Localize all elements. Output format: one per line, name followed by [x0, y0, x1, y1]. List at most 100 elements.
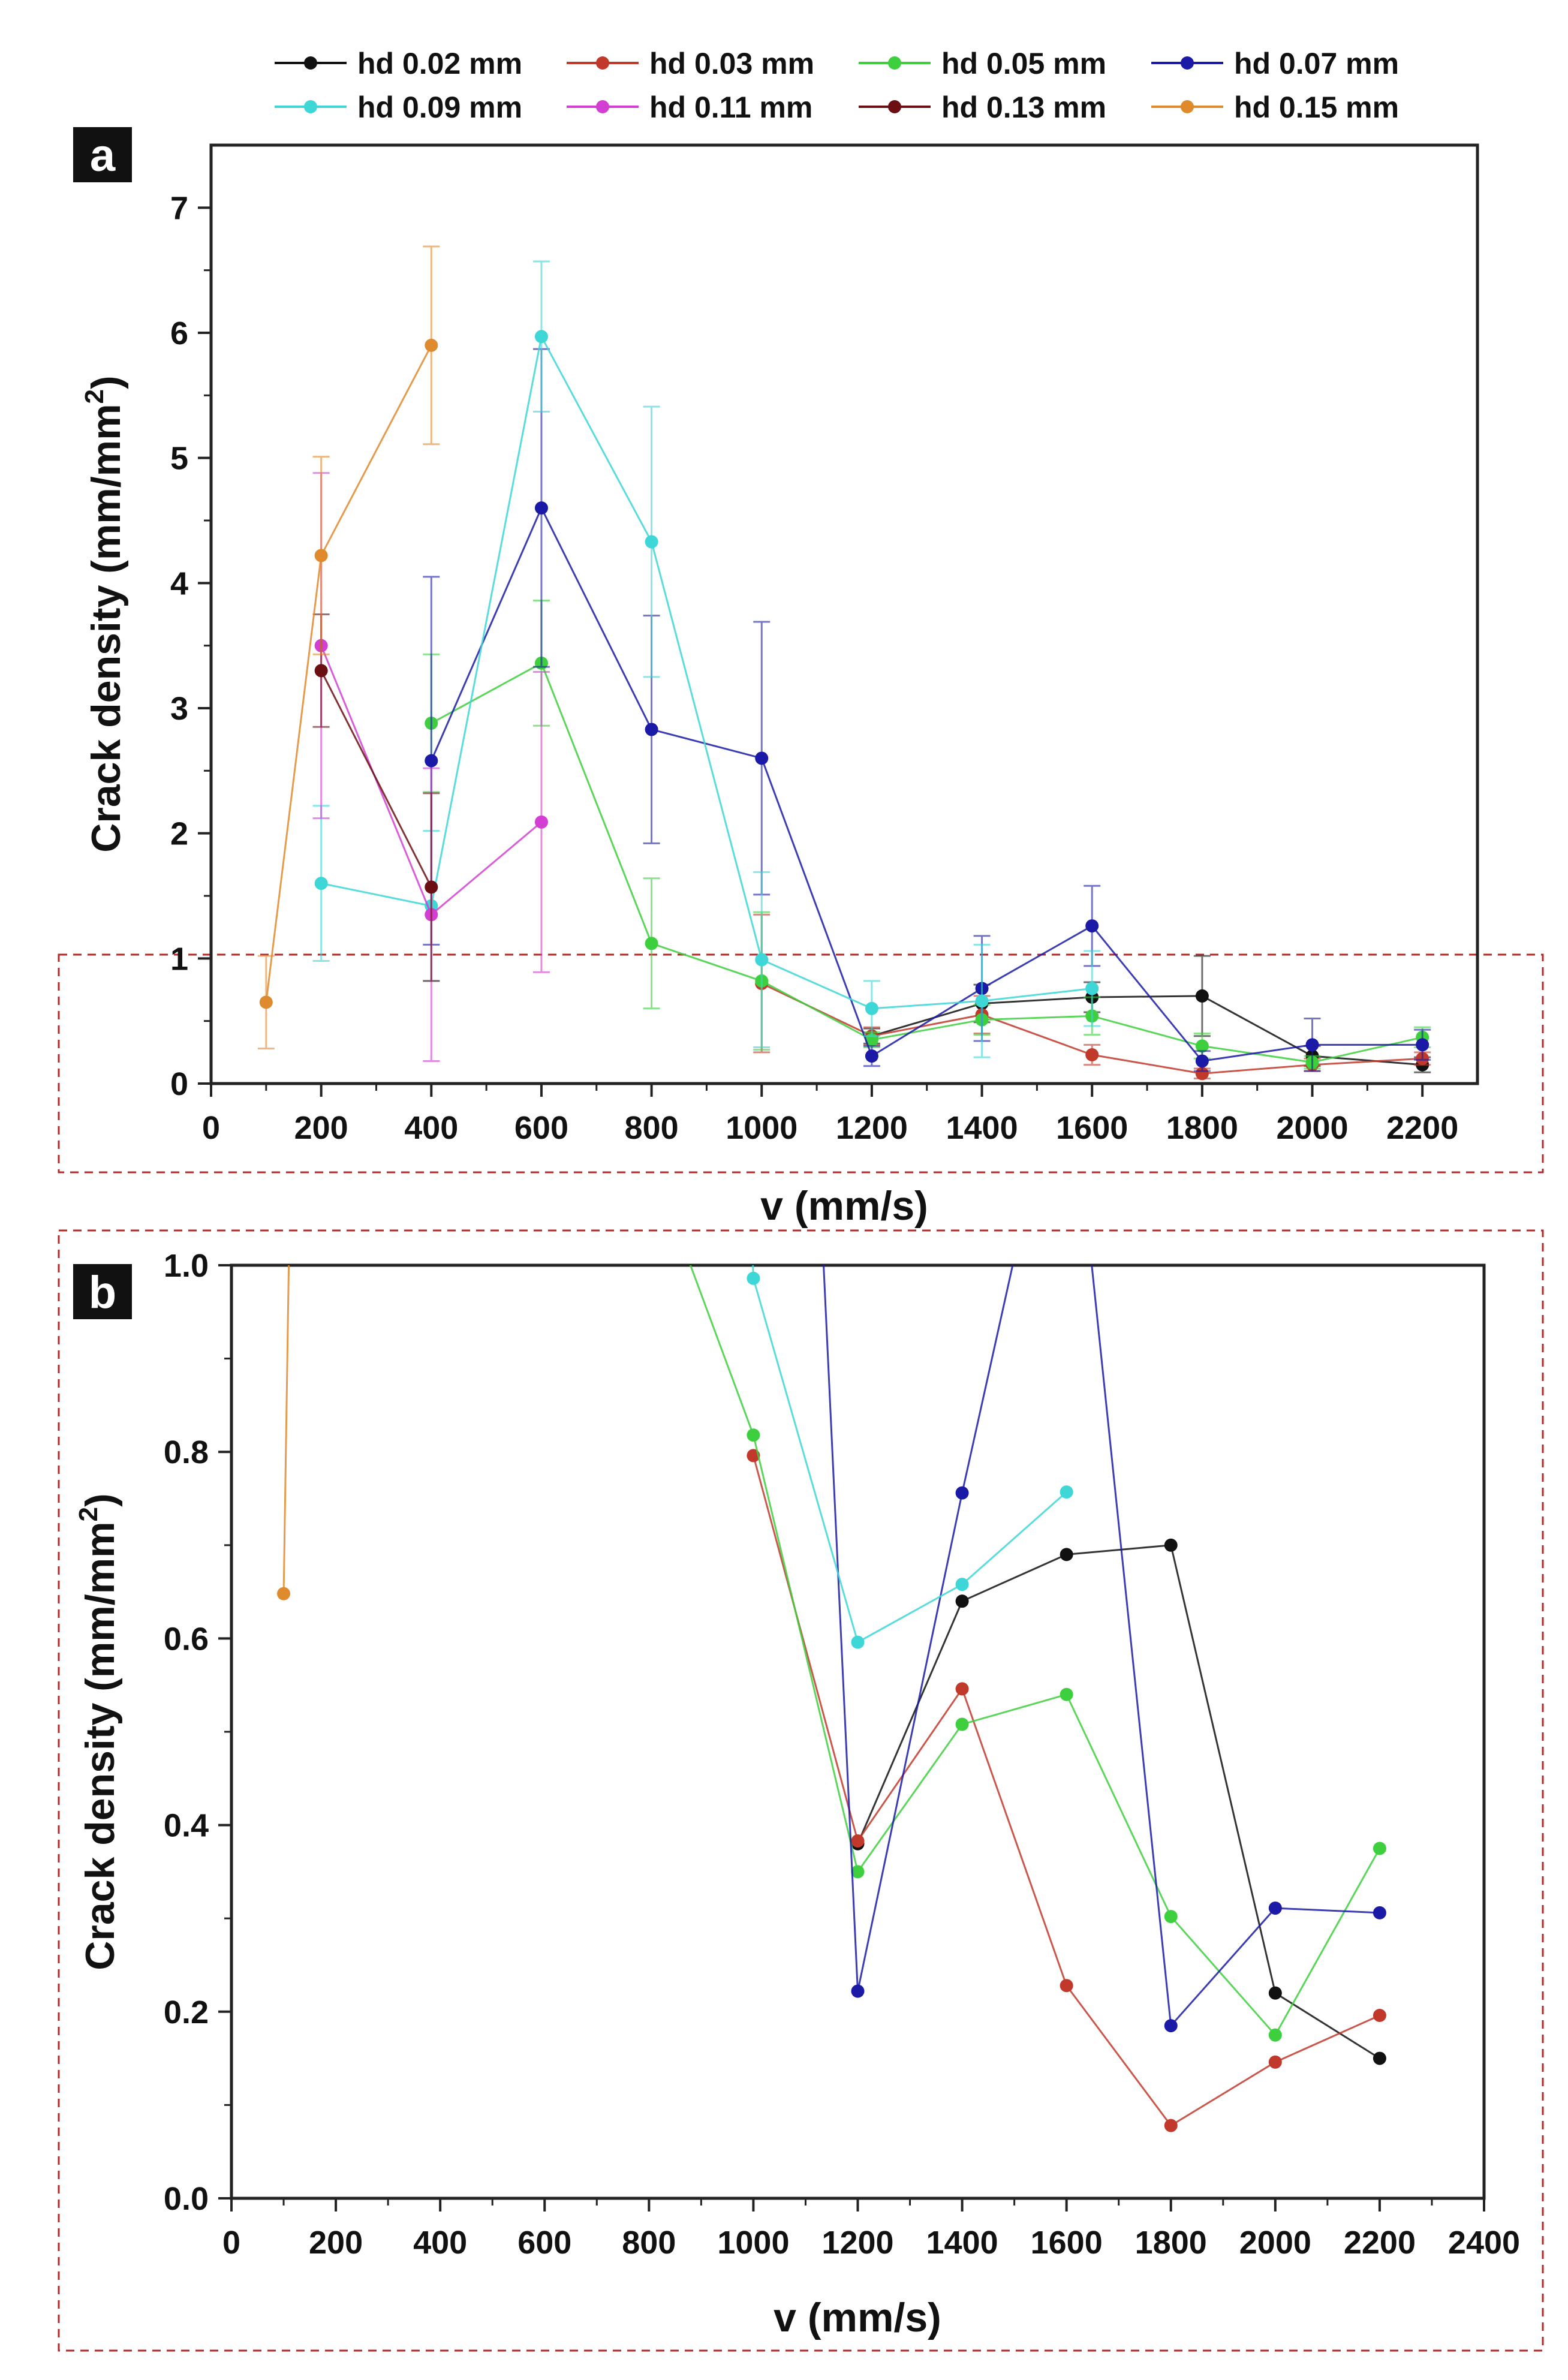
- data-point: [425, 754, 438, 768]
- panel-a-plot-frame: [209, 143, 1479, 1085]
- panel-a-label-bg: [73, 127, 132, 182]
- data-point: [851, 1865, 865, 1879]
- series-line: [320, 670, 432, 888]
- panel-a-y-axis-label: Crack density (mm/mm2): [80, 375, 129, 852]
- legend-label: hd 0.09 mm: [357, 91, 522, 124]
- legend-label: hd 0.02 mm: [357, 47, 522, 80]
- legend-swatch-marker: [596, 100, 609, 113]
- x-tick-label: 1000: [726, 1110, 797, 1146]
- legend-item-hd-0-07-mm: hd 0.07 mm: [1151, 47, 1399, 80]
- data-point: [851, 1635, 865, 1649]
- data-point: [645, 937, 658, 950]
- legend-item-hd-0-15-mm: hd 0.15 mm: [1151, 91, 1399, 124]
- panel-a-highlight-box: [58, 953, 1544, 1174]
- y-tick-label: 2: [170, 816, 188, 852]
- data-point: [955, 1717, 969, 1731]
- y-tick-label: 1.0: [164, 1248, 209, 1284]
- series-hd-0-13-mm: [312, 613, 440, 982]
- y-tick-label: 0.2: [164, 1994, 209, 2030]
- chart-panel-b: b 0 200 400 600 800 1000 1200 1400 1600 1800 2000 2…: [58, 1147, 1544, 2352]
- panel-a-y-axis-label-sup: 2: [80, 389, 109, 404]
- series-hd-0-03-mm: [747, 1449, 1386, 2132]
- x-tick-label: 2000: [1239, 2225, 1311, 2261]
- x-tick-label: 200: [294, 1110, 348, 1146]
- legend-swatch-marker: [304, 100, 317, 113]
- data-point: [1164, 1910, 1178, 1924]
- x-tick-label: 200: [309, 2225, 363, 2261]
- y-tick-label: 7: [170, 190, 188, 226]
- panel-a-axis-ticks: 0 200 400 600 800 1000 1200 1400 1600 1800 2000 220…: [170, 190, 1458, 1146]
- x-tick-label: 2200: [1344, 2225, 1416, 2261]
- data-point: [1416, 1038, 1429, 1052]
- panel-b-y-axis-label-end: ): [77, 1493, 123, 1507]
- series-line: [321, 333, 1093, 1010]
- series-line: [752, 1265, 1067, 1644]
- x-tick-label: 0: [222, 2225, 240, 2261]
- y-tick-label: 5: [170, 441, 188, 477]
- data-point: [425, 880, 438, 894]
- x-tick-label: 1800: [1135, 2225, 1207, 2261]
- y-tick-label: 0.4: [164, 1808, 209, 1844]
- data-point: [259, 995, 273, 1009]
- data-point: [534, 501, 548, 515]
- legend-item-hd-0-03-mm: hd 0.03 mm: [567, 47, 814, 80]
- data-point: [1060, 1548, 1073, 1561]
- legend-item-hd-0-09-mm: hd 0.09 mm: [275, 91, 522, 124]
- x-tick-label: 1000: [717, 2225, 789, 2261]
- data-point: [1373, 1842, 1386, 1855]
- data-point: [1373, 2009, 1386, 2023]
- data-point: [1305, 1038, 1319, 1052]
- x-tick-label: 600: [514, 1110, 568, 1146]
- data-point: [1060, 1485, 1073, 1499]
- x-tick-label: 1600: [1031, 2225, 1103, 2261]
- data-point: [314, 549, 328, 562]
- x-tick-label: 400: [404, 1110, 458, 1146]
- x-tick-label: 1200: [836, 1110, 908, 1146]
- series-line: [431, 661, 1423, 1064]
- data-point: [1060, 1687, 1073, 1701]
- legend: hd 0.02 mm hd 0.03 mm hd 0.05 mm hd 0.07 mm…: [275, 47, 1399, 124]
- panel-a-y-axis-label-main: Crack density (mm/mm: [83, 404, 129, 852]
- x-tick-label: 1800: [1166, 1110, 1238, 1146]
- data-point: [642, 1147, 655, 1160]
- data-point: [1164, 1538, 1178, 1552]
- data-point: [277, 1587, 291, 1600]
- panel-b-series: [277, 1147, 1386, 2132]
- data-point: [955, 1486, 969, 1500]
- series-hd-0-09-mm: [747, 1265, 1073, 1649]
- y-tick-label: 1: [170, 941, 188, 977]
- series-line: [430, 506, 1423, 1063]
- data-point: [425, 338, 438, 352]
- legend-swatch-marker: [1181, 56, 1194, 70]
- panel-a-x-axis-label: v (mm/s): [760, 1183, 928, 1229]
- data-point: [1164, 2119, 1178, 2132]
- panel-b-highlight-box: [58, 1229, 1544, 2352]
- x-tick-label: 1200: [821, 2225, 893, 2261]
- series-line: [857, 1544, 1380, 2059]
- y-tick-label: 0.6: [164, 1621, 209, 1657]
- data-point: [1268, 1901, 1282, 1915]
- x-tick-label: 800: [625, 1110, 679, 1146]
- legend-item-hd-0-05-mm: hd 0.05 mm: [859, 47, 1106, 80]
- data-point: [851, 1984, 865, 1998]
- series-line: [823, 1265, 1380, 2028]
- series-hd-0-07-mm: [823, 1265, 1386, 2033]
- data-point: [1373, 1906, 1386, 1919]
- data-point: [955, 1594, 969, 1608]
- panel-b-y-axis-label: Crack density (mm/mm2): [74, 1493, 123, 1970]
- data-point: [865, 1001, 878, 1015]
- data-point: [747, 1271, 760, 1285]
- legend-swatch-marker: [1181, 100, 1194, 113]
- data-point: [314, 877, 328, 890]
- y-tick-label: 0.0: [164, 2181, 209, 2217]
- legend-label: hd 0.03 mm: [649, 47, 814, 80]
- legend-swatch-marker: [304, 56, 317, 70]
- series-hd-0-02-mm: [851, 1538, 1386, 2065]
- data-point: [755, 751, 769, 765]
- data-point: [955, 1578, 969, 1591]
- data-point: [314, 664, 328, 678]
- data-point: [534, 330, 548, 344]
- x-tick-label: 600: [517, 2225, 571, 2261]
- series-hd-0-05-mm: [423, 600, 1431, 1070]
